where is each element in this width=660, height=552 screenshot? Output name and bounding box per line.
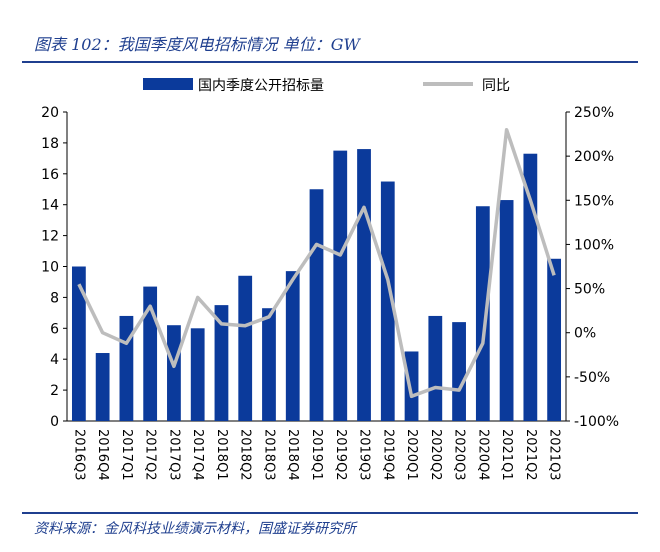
y-right-tick-label: 200% [574,149,614,165]
bar [333,150,348,421]
bar [214,305,229,421]
yoy-line [77,127,556,399]
bar [167,325,181,421]
x-tick-label: 2019Q1 [309,429,324,481]
y-left-tick-label: 8 [50,290,59,306]
bar [547,258,562,421]
y-right-tick-label: 100% [574,237,614,253]
x-tick-label: 2019Q3 [357,429,372,481]
x-tick-label: 2020Q3 [452,429,467,481]
x-tick-label: 2017Q2 [143,429,158,481]
x-tick-label: 2017Q3 [166,429,181,481]
x-tick-labels: 2016Q3 2016Q4 2017Q1 2017Q2 2017Q3 2017Q4 2018… [71,429,561,481]
bar [404,351,419,421]
bar-series [71,149,562,421]
x-tick-label: 2018Q1 [214,429,229,481]
x-tick-label: 2021Q2 [523,429,538,481]
x-tick-label: 2020Q4 [475,429,490,481]
bar [499,200,514,421]
legend-bar-swatch [143,78,193,90]
legend-line-label: 同比 [482,78,510,94]
source-note: 资料来源：金风科技业绩演示材料，国盛证券研究所 [34,521,356,537]
x-tick-label: 2016Q3 [71,429,86,481]
legend: 国内季度公开招标量 同比 [143,78,510,94]
bar [475,206,490,421]
bar [190,328,205,421]
bar [143,286,158,421]
y-right-tick-label: -100% [574,414,619,430]
bar [95,353,110,421]
x-tick-label: 2017Q1 [119,429,134,481]
bar [238,275,253,421]
y-left-tick-label: 10 [41,260,59,276]
bar [523,153,538,421]
bar [309,189,324,421]
line-series [77,127,556,399]
y-left-tick-label: 16 [41,167,59,183]
x-tick-label: 2020Q1 [404,429,419,481]
y-right-tick-label: -50% [574,370,610,386]
bar [357,149,371,421]
bar [452,322,466,421]
y-left-tick-label: 14 [41,198,59,214]
y-left-tick-label: 4 [50,352,59,368]
x-tick-label: 2021Q3 [547,429,562,481]
y-left-tick-label: 12 [41,229,59,245]
title-divider [22,61,638,63]
x-tick-label: 2019Q4 [380,429,395,481]
x-tick-label: 2017Q4 [190,429,205,481]
legend-bar-label: 国内季度公开招标量 [198,78,324,94]
y-left-tick-label: 0 [50,414,59,430]
bar [262,308,276,421]
y-left-tick-label: 2 [50,383,59,399]
source-divider [22,512,638,514]
bar [380,181,395,421]
bar [71,266,86,421]
y-left-tick-label: 6 [50,321,59,337]
bar [119,315,134,421]
x-tick-label: 2021Q1 [499,429,514,481]
x-tick-label: 2020Q2 [428,429,443,481]
x-tick-label: 2016Q4 [95,429,110,481]
figure-title: 图表 102：我国季度风电招标情况 单位：GW [34,35,360,54]
y-right-tick-label: 50% [574,282,605,298]
x-tick-label: 2018Q4 [285,429,300,481]
x-tick-label: 2018Q3 [261,429,276,481]
bar [428,315,443,421]
bar [285,271,300,421]
y-left-tick-label: 18 [41,136,59,152]
y-right-tick-label: 0% [574,326,596,342]
x-tick-label: 2019Q2 [333,429,348,481]
y-right-tick-label: 150% [574,193,614,209]
y-right-tick-label: 250% [574,105,614,121]
x-tick-label: 2018Q2 [238,429,253,481]
y-left-tick-label: 20 [41,105,59,121]
